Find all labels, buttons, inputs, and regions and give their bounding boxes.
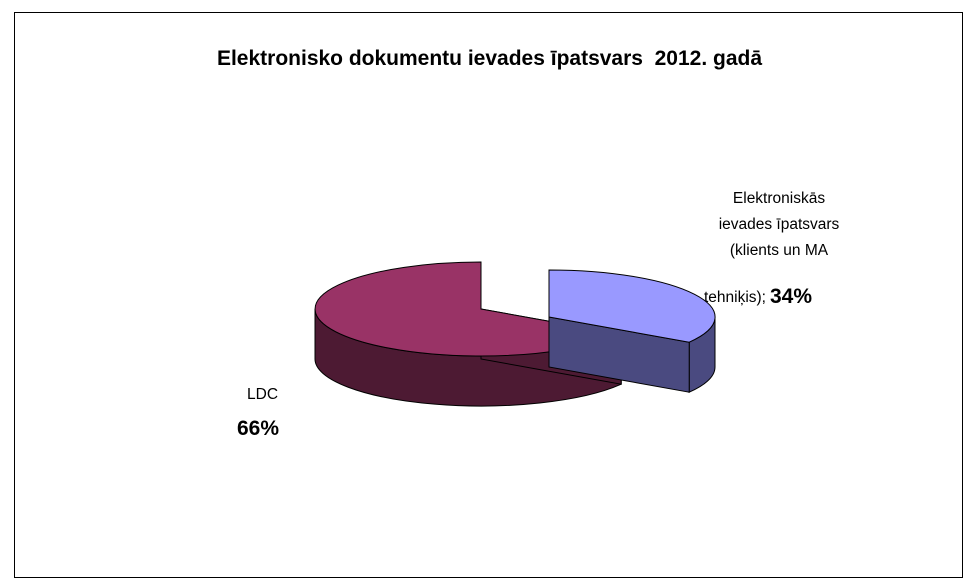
slice-ldc-top [314,261,623,357]
label-ldc-value: 66% [237,417,279,440]
label-electronic-line-1: Elektroniskās [733,190,825,207]
pie-chart: Elektroniskās ievades īpatsvars (klients… [237,190,840,440]
label-electronic-value: 34% [770,285,812,308]
chart-frame: Elektronisko dokumentu ievades īpatsvars… [14,12,963,578]
label-electronic-line-3: (klients un MA [730,242,829,259]
chart-title: Elektronisko dokumentu ievades īpatsvars… [216,47,763,70]
label-ldc-name: LDC [247,386,278,403]
label-electronic-line-2: ievades īpatsvars [719,216,840,233]
label-electronic-line-4: tehniķis); [704,289,766,306]
slice-electronic [548,269,716,393]
slice-electronic-top [548,269,716,343]
